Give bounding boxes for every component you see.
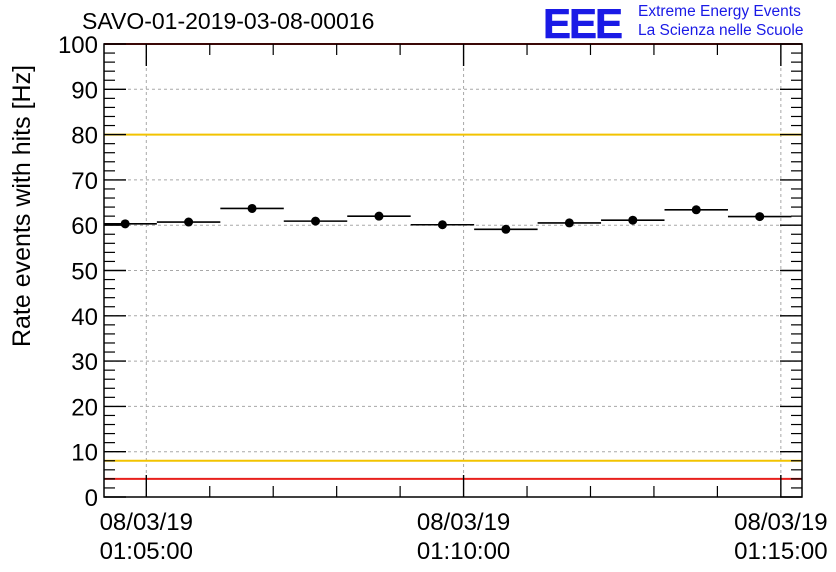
y-tick-label: 70 — [71, 168, 98, 195]
x-tick-date: 08/03/19 — [417, 509, 510, 536]
x-tick-date: 08/03/19 — [734, 509, 827, 536]
y-tick-label: 30 — [71, 349, 98, 376]
data-point — [501, 224, 511, 234]
data-point — [247, 203, 257, 213]
y-tick-label: 0 — [85, 485, 98, 512]
data-point — [691, 205, 701, 215]
y-tick-label: 40 — [71, 304, 98, 331]
svg-text:EEE: EEE — [543, 0, 622, 44]
y-axis-label: Rate events with hits [Hz] — [8, 65, 36, 347]
x-tick-time: 01:15:00 — [734, 538, 827, 565]
y-tick-label: 50 — [71, 259, 98, 286]
logo-line2: La Scienza nelle Scuole — [638, 22, 804, 39]
logo-text: Extreme Energy Events La Scienza nelle S… — [638, 2, 803, 40]
data-point — [374, 211, 384, 221]
y-tick-label: 100 — [58, 32, 98, 59]
eee-logo: EEE — [543, 0, 625, 44]
y-tick-label: 10 — [71, 440, 98, 467]
y-tick-label: 20 — [71, 394, 98, 421]
axis-ticks — [104, 43, 802, 498]
data-point — [437, 220, 447, 230]
data-point — [184, 217, 194, 227]
data-point — [755, 212, 765, 222]
chart-title: SAVO-01-2019-03-08-00016 — [82, 8, 375, 34]
x-tick-time: 01:05:00 — [100, 538, 193, 565]
y-tick-label: 90 — [71, 77, 98, 104]
y-tick-label: 80 — [71, 123, 98, 150]
x-tick-date: 08/03/19 — [100, 509, 193, 536]
logo-line1: Extreme Energy Events — [638, 3, 801, 20]
data-point — [120, 219, 130, 229]
data-points — [104, 203, 792, 234]
data-point — [628, 215, 638, 225]
data-point — [564, 218, 574, 228]
y-tick-label: 60 — [71, 213, 98, 240]
grid — [104, 44, 802, 497]
data-point — [311, 216, 321, 226]
x-tick-time: 01:10:00 — [417, 538, 510, 565]
tick-labels: 010203040506070809010008/03/1901:05:0008… — [58, 32, 828, 565]
reference-lines — [104, 43, 802, 480]
